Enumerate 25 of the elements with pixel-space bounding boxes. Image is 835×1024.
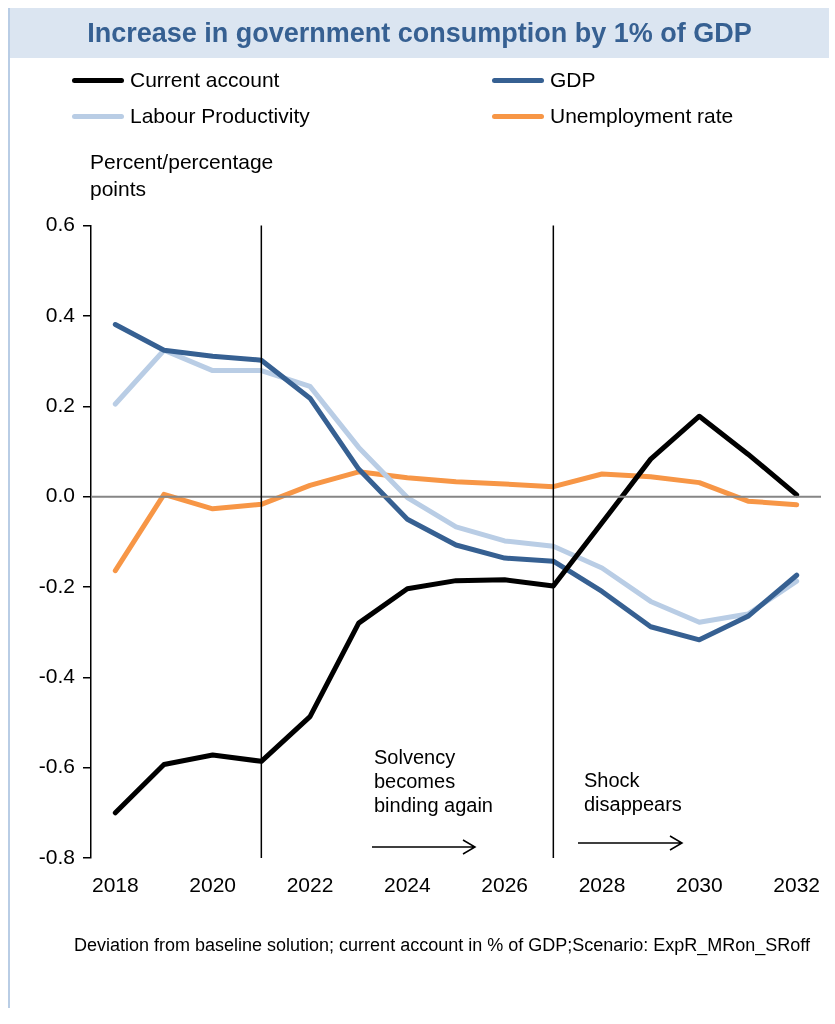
legend-label: GDP	[550, 68, 596, 92]
annotation: Shock disappears	[584, 768, 683, 816]
y-tick-label: 0.6	[45, 212, 75, 236]
y-tick-label: -0.4	[38, 664, 76, 688]
x-tick-label: 2024	[383, 873, 432, 897]
y-tick-label: 0.2	[45, 393, 75, 417]
annotation: Solvency becomes binding again	[374, 745, 494, 817]
x-tick-label: 2022	[286, 873, 334, 897]
legend-label: Unemployment rate	[550, 104, 734, 128]
legend-label: Labour Productivity	[130, 104, 310, 128]
legend-label: Current account	[130, 68, 280, 92]
x-tick-label: 2026	[481, 873, 529, 897]
y-tick-label: -0.2	[38, 573, 75, 597]
y-tick-label: 0.4	[45, 302, 76, 326]
y-tick-label: -0.6	[38, 754, 75, 778]
x-tick-label: 2030	[675, 873, 723, 897]
chart-title: Increase in government consumption by 1% of GDP	[10, 8, 829, 58]
y-tick-label: -0.8	[38, 844, 75, 868]
text: Deviation from baseline solution; current account in % of GDP;Scenario: ExpR_MRon_SRoff	[72, 934, 810, 957]
x-tick-label: 2028	[578, 873, 626, 897]
x-tick-label: 2020	[189, 873, 237, 897]
y-tick-label: 0.0	[45, 483, 75, 507]
x-tick-label: 2018	[91, 873, 139, 897]
y-axis-title: Percent/percentage points	[90, 149, 275, 202]
x-tick-label: 2032	[773, 873, 821, 897]
